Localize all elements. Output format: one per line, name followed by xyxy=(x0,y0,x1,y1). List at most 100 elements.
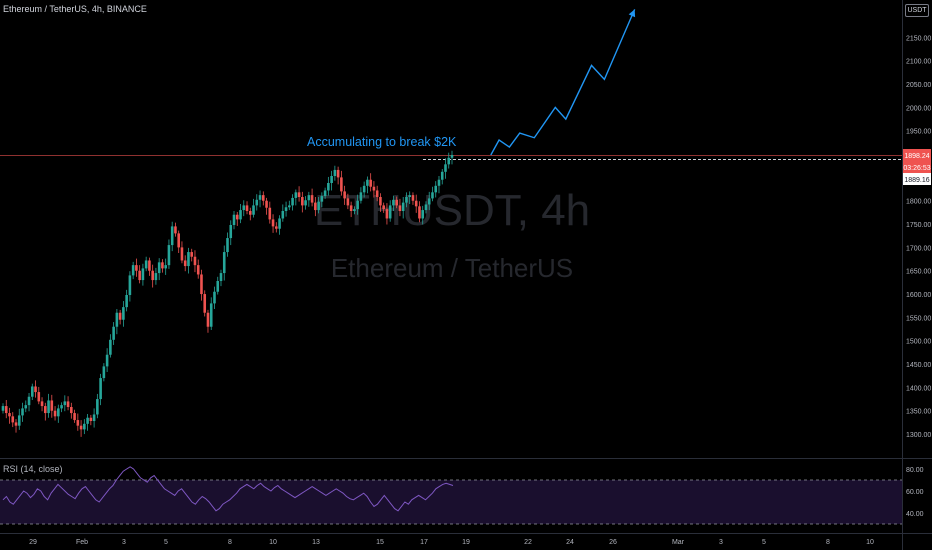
candle xyxy=(109,334,112,358)
last-price-value: 1898.24 xyxy=(904,153,929,160)
time-tick-label: Mar xyxy=(672,539,685,546)
candle-body xyxy=(437,179,441,186)
candle xyxy=(63,395,67,412)
candle-body xyxy=(17,415,21,426)
time-tick-label: 5 xyxy=(762,539,766,546)
candle-body xyxy=(248,211,252,215)
candle-body xyxy=(219,273,223,281)
rsi-axis[interactable]: 80.00 60.00 40.00 xyxy=(906,467,924,518)
candle xyxy=(271,214,275,233)
price-axis[interactable]: 2150.002100.002050.002000.001950.001850.… xyxy=(906,35,931,439)
candle xyxy=(314,197,317,217)
candle xyxy=(375,185,379,202)
candle xyxy=(190,248,194,262)
candle xyxy=(261,191,265,206)
candle-body xyxy=(450,155,454,158)
candle-body xyxy=(421,210,425,219)
time-tick-label: 8 xyxy=(826,539,830,546)
candle xyxy=(112,322,115,345)
candle-body xyxy=(24,405,28,409)
candle xyxy=(418,201,421,223)
candle-body xyxy=(30,386,34,397)
candle-body xyxy=(301,197,304,206)
time-axis[interactable]: 29 Feb 3 5 8 10 13 15 17 19 22 24 26 Mar 3 5 8 10 xyxy=(29,539,874,546)
candle-body xyxy=(418,206,421,219)
price-tick-label: 1750.00 xyxy=(906,222,931,229)
candle-body xyxy=(388,205,392,219)
rsi-indicator-label[interactable]: RSI (14, close) xyxy=(3,464,63,474)
annotation-text: Accumulating to break $2K xyxy=(307,135,457,149)
candle xyxy=(203,290,207,317)
price-tick-label: 1400.00 xyxy=(906,385,931,392)
candle xyxy=(401,197,405,219)
candle-body xyxy=(79,425,83,430)
candle xyxy=(92,408,96,428)
candle-body xyxy=(37,392,41,402)
time-tick-label: 22 xyxy=(524,539,532,546)
candle xyxy=(154,267,158,285)
candle xyxy=(17,408,21,430)
currency-button[interactable]: USDT xyxy=(905,4,929,17)
time-tick-label: 15 xyxy=(376,539,384,546)
candle-body xyxy=(411,195,415,201)
candle-body xyxy=(340,177,343,192)
candle-body xyxy=(258,195,262,200)
candle-body xyxy=(245,205,249,211)
candle-body xyxy=(70,407,73,414)
candle xyxy=(57,404,60,423)
candle xyxy=(138,265,141,284)
candle xyxy=(434,181,438,198)
time-tick-label: 26 xyxy=(609,539,617,546)
candle-body xyxy=(53,410,57,417)
candle-body xyxy=(86,417,89,424)
candle-body xyxy=(362,185,366,193)
candle-body xyxy=(392,199,395,206)
candle xyxy=(219,269,223,287)
candle xyxy=(297,186,301,202)
candle xyxy=(27,393,31,412)
candle xyxy=(353,206,356,215)
candle xyxy=(346,193,350,210)
candle-body xyxy=(11,416,15,423)
candle xyxy=(408,191,412,204)
candle-body xyxy=(148,260,151,271)
candle-body xyxy=(27,396,31,406)
candle xyxy=(206,309,210,333)
price-tick-label: 1800.00 xyxy=(906,199,931,206)
candle xyxy=(411,192,415,205)
candle xyxy=(11,412,15,428)
candle-body xyxy=(408,195,412,197)
candle xyxy=(284,201,288,217)
candle xyxy=(437,176,441,194)
candle xyxy=(131,261,135,280)
candle-body xyxy=(385,209,389,219)
time-tick-label: 5 xyxy=(164,539,168,546)
candle-body xyxy=(190,252,194,257)
candle-body xyxy=(180,247,184,261)
candle-body xyxy=(109,339,112,355)
candle xyxy=(427,191,431,211)
candle xyxy=(141,263,145,286)
candle xyxy=(76,413,80,431)
candle-body xyxy=(379,197,382,206)
candle-body xyxy=(356,200,359,210)
price-tick-label: 2150.00 xyxy=(906,35,931,42)
time-tick-label: 29 xyxy=(29,539,37,546)
candle xyxy=(327,176,330,196)
candle xyxy=(310,188,314,207)
candle-body xyxy=(96,399,99,415)
candle-body xyxy=(206,312,210,327)
candle-body xyxy=(294,192,298,198)
time-tick-label: 10 xyxy=(866,539,874,546)
candle-body xyxy=(414,200,418,207)
candle-body xyxy=(427,198,431,205)
candle-body xyxy=(398,205,402,211)
candle xyxy=(242,200,246,217)
rsi-band-fill xyxy=(0,480,902,524)
candle-body xyxy=(395,199,398,206)
time-tick-label: 24 xyxy=(566,539,574,546)
time-tick-label: Feb xyxy=(76,539,88,546)
candle xyxy=(83,419,86,435)
candle xyxy=(128,271,132,302)
